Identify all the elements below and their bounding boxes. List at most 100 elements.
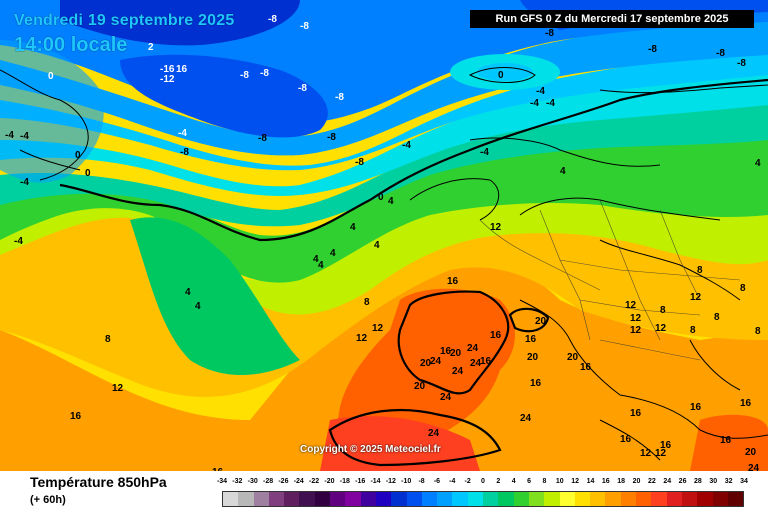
legend-swatch: [360, 492, 376, 506]
contour-value-label: 8: [690, 325, 696, 336]
contour-value-label: -8: [327, 132, 336, 143]
contour-value-label: -8: [335, 92, 344, 103]
legend-swatch: [391, 492, 407, 506]
contour-value-label: 12: [490, 222, 502, 233]
legend-swatch: [498, 492, 514, 506]
contour-value-label: -8: [258, 133, 267, 144]
contour-value-label: 16: [480, 356, 492, 367]
contour-value-label: -8: [737, 58, 746, 69]
legend-tick-label: -34: [216, 478, 228, 485]
legend-swatch: [712, 492, 728, 506]
legend-tick-label: 14: [586, 478, 595, 485]
legend-swatch: [483, 492, 499, 506]
contour-value-label: 24: [428, 428, 440, 439]
contour-value-label: 8: [105, 334, 111, 345]
legend-tick-label: 4: [511, 478, 516, 485]
contour-value-label: 2: [148, 42, 154, 53]
contour-value-label: 12: [625, 300, 637, 311]
contour-value-label: 24: [467, 343, 479, 354]
contour-value-label: 16: [620, 434, 632, 445]
legend-tick-label: 10: [555, 478, 564, 485]
contour-value-label: 16: [176, 64, 188, 75]
contour-value-label: 24: [520, 413, 532, 424]
contour-value-label: 24: [452, 366, 464, 377]
legend-tick-label: 28: [694, 478, 702, 485]
contour-value-label: 24: [440, 392, 452, 403]
legend-tick-label: 18: [617, 478, 626, 485]
contour-value-label: 0: [85, 168, 91, 179]
legend-swatch: [666, 492, 682, 506]
legend-swatch: [238, 492, 254, 506]
contour-value-label: 0: [378, 192, 384, 203]
contour-value-label: 8: [697, 265, 703, 276]
temperature-map: Vendredi 19 septembre 2025 14:00 locale …: [0, 0, 768, 471]
legend-tick-label: -26: [278, 478, 289, 485]
contour-value-label: -4: [530, 98, 539, 109]
legend-tick-label: -18: [339, 478, 350, 485]
legend-tick-label: -32: [232, 478, 243, 485]
contour-value-label: -8: [545, 28, 554, 39]
legend-tick-label: -4: [449, 478, 456, 485]
contour-value-label: 16: [70, 411, 82, 422]
contour-value-label: 4: [195, 301, 201, 312]
legend-swatch: [223, 492, 239, 506]
contour-value-label: 16: [740, 398, 752, 409]
forecast-date: Vendredi 19 septembre 2025: [14, 12, 235, 29]
contour-value-label: 16: [447, 276, 459, 287]
contour-value-label: -8: [240, 70, 249, 81]
legend-swatch: [727, 492, 744, 506]
contour-value-label: 16: [630, 408, 642, 419]
contour-value-label: -8: [260, 68, 269, 79]
contour-value-label: -12: [160, 74, 175, 85]
legend-tick-label: 32: [724, 478, 733, 485]
legend-swatch: [697, 492, 713, 506]
contour-value-label: 20: [535, 316, 547, 327]
legend-tick-label: 2: [496, 478, 501, 485]
legend-swatch: [253, 492, 269, 506]
legend-tick-label: 22: [647, 478, 656, 485]
legend-swatch: [681, 492, 698, 506]
contour-value-label: 12: [356, 333, 368, 344]
legend-swatch: [559, 492, 575, 506]
field-title: Température 850hPa: [30, 474, 167, 490]
legend-tick-label: -2: [464, 478, 471, 485]
contour-value-label: 16: [720, 435, 732, 446]
contour-value-label: -8: [268, 14, 277, 25]
legend-tick-label: -16: [355, 478, 366, 485]
contour-value-label: 4: [313, 254, 319, 265]
contour-value-label: -8: [716, 48, 725, 59]
legend-tick-label: 34: [740, 478, 748, 485]
legend-swatch: [467, 492, 484, 506]
legend-swatch: [268, 492, 285, 506]
contour-value-label: 12: [655, 448, 667, 459]
model-run-banner: Run GFS 0 Z du Mercredi 17 septembre 202…: [470, 10, 754, 28]
legend-tick-label: 12: [571, 478, 580, 485]
contour-value-label: 0: [498, 70, 504, 81]
contour-value-label: 8: [660, 305, 666, 316]
legend-swatch: [528, 492, 545, 506]
contour-value-label: 20: [745, 447, 757, 458]
legend-swatch: [345, 492, 361, 506]
legend-swatch: [437, 492, 453, 506]
legend-tick-label: -6: [433, 478, 441, 485]
legend-swatch: [590, 492, 606, 506]
forecast-lead-time: (+ 60h): [30, 494, 66, 506]
contour-value-label: -4: [20, 177, 29, 188]
legend-swatch: [406, 492, 422, 506]
contour-value-label: -16: [160, 64, 175, 75]
legend-swatch: [636, 492, 652, 506]
legend-swatch: [620, 492, 637, 506]
legend-swatch: [421, 492, 438, 506]
contour-value-label: 16: [490, 330, 502, 341]
contour-value-label: 0: [75, 150, 81, 161]
contour-value-label: 4: [318, 260, 324, 271]
legend-tick-label: -24: [293, 478, 304, 485]
legend-tick-label: -8: [418, 478, 425, 485]
contour-value-label: 12: [640, 448, 652, 459]
contour-value-label: 4: [374, 240, 380, 251]
legend-tick-label: 20: [632, 478, 641, 485]
legend-swatch: [452, 492, 468, 506]
contour-value-label: -4: [546, 98, 555, 109]
contour-value-label: -4: [402, 140, 411, 151]
contour-value-label: 12: [630, 313, 642, 324]
